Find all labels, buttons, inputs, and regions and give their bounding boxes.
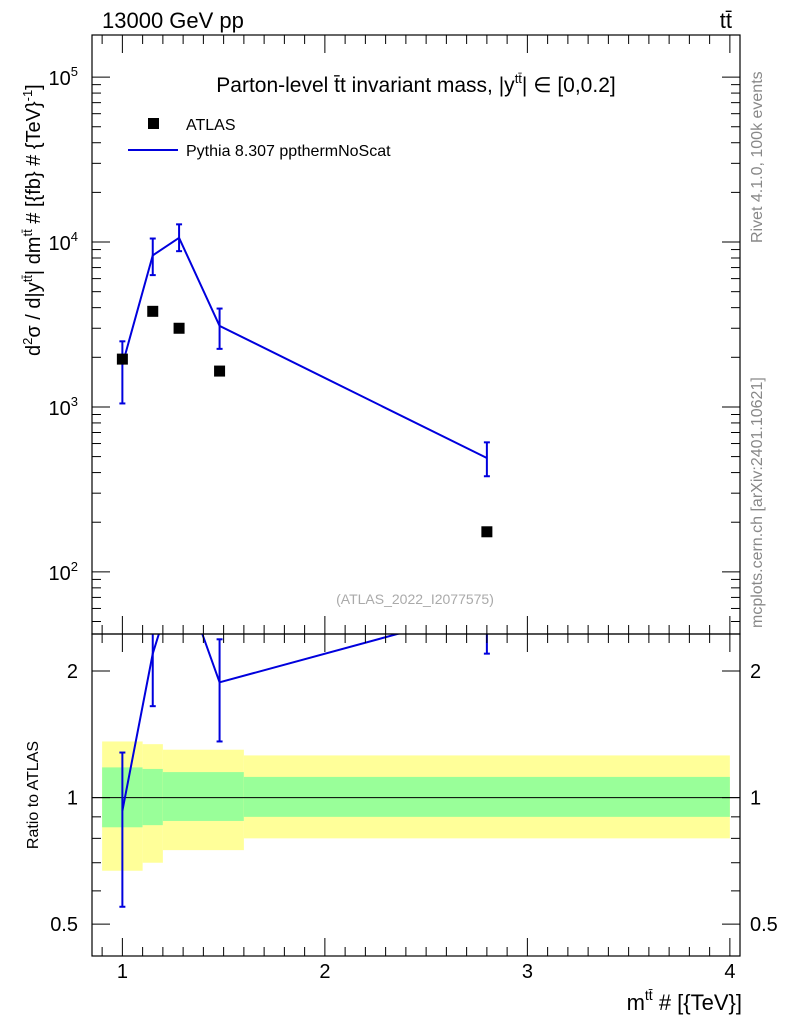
ratio-panel: 0.5 0.5 1 1 2 2 1 2 3 4 [50,633,778,983]
y-tick-label: 105 [49,64,78,90]
ratio-y-tick-label-right: 2 [750,661,761,683]
ratio-y-tick-label: 2 [67,661,78,683]
atlas-data-point [147,305,159,317]
analysis-watermark: (ATLAS_2022_I2077575) [336,591,494,607]
rivet-version-label: Rivet 4.1.0, 100k events [749,71,766,243]
x-tick-label: 1 [117,961,128,983]
ratio-y-tick-label: 1 [67,788,78,810]
x-axis-label: mtt̄ # [{TeV}] [627,987,742,1015]
x-tick-label: 3 [522,961,533,983]
ratio-y-axis-label: Ratio to ATLAS [25,741,42,849]
main-y-axis-label: d2σ / d|ytt̄| dmtt̄ # [{fb} # {TeV}-1] [20,84,45,356]
legend-marker-atlas [148,118,159,129]
uncertainty-band-inner [142,768,163,826]
x-tick-label: 4 [724,961,735,983]
main-title: Parton-level t̄t invariant mass, |ytt̄| … [216,71,615,97]
uncertainty-band-inner [162,772,244,821]
atlas-data-point [116,353,128,365]
y-tick-label: 104 [49,229,78,255]
x-tick-label: 2 [319,961,330,983]
atlas-data-point [481,526,493,538]
atlas-data-point [214,365,226,377]
y-tick-label: 103 [49,394,78,420]
legend-label-atlas: ATLAS [186,117,236,134]
ratio-y-tick-label: 0.5 [50,914,78,936]
legend-label-pythia: Pythia 8.307 ppthermNoScat [186,143,391,160]
uncertainty-band-inner [243,776,730,817]
main-panel: 102 103 104 105 [49,34,741,635]
ratio-y-tick-label-right: 0.5 [750,914,778,936]
process-label: tt̄ [720,8,732,33]
y-tick-label: 102 [49,559,78,585]
atlas-data-point [173,322,185,334]
pythia-line [121,236,488,459]
ratio-y-tick-label-right: 1 [750,788,761,810]
ratio-line [121,634,402,812]
mcplots-label: mcplots.cern.ch [arXiv:2401.10621] [749,377,766,628]
energy-label: 13000 GeV pp [102,8,244,33]
ratio-frame [91,633,741,957]
legend: ATLAS Pythia 8.307 ppthermNoScat [128,117,391,160]
